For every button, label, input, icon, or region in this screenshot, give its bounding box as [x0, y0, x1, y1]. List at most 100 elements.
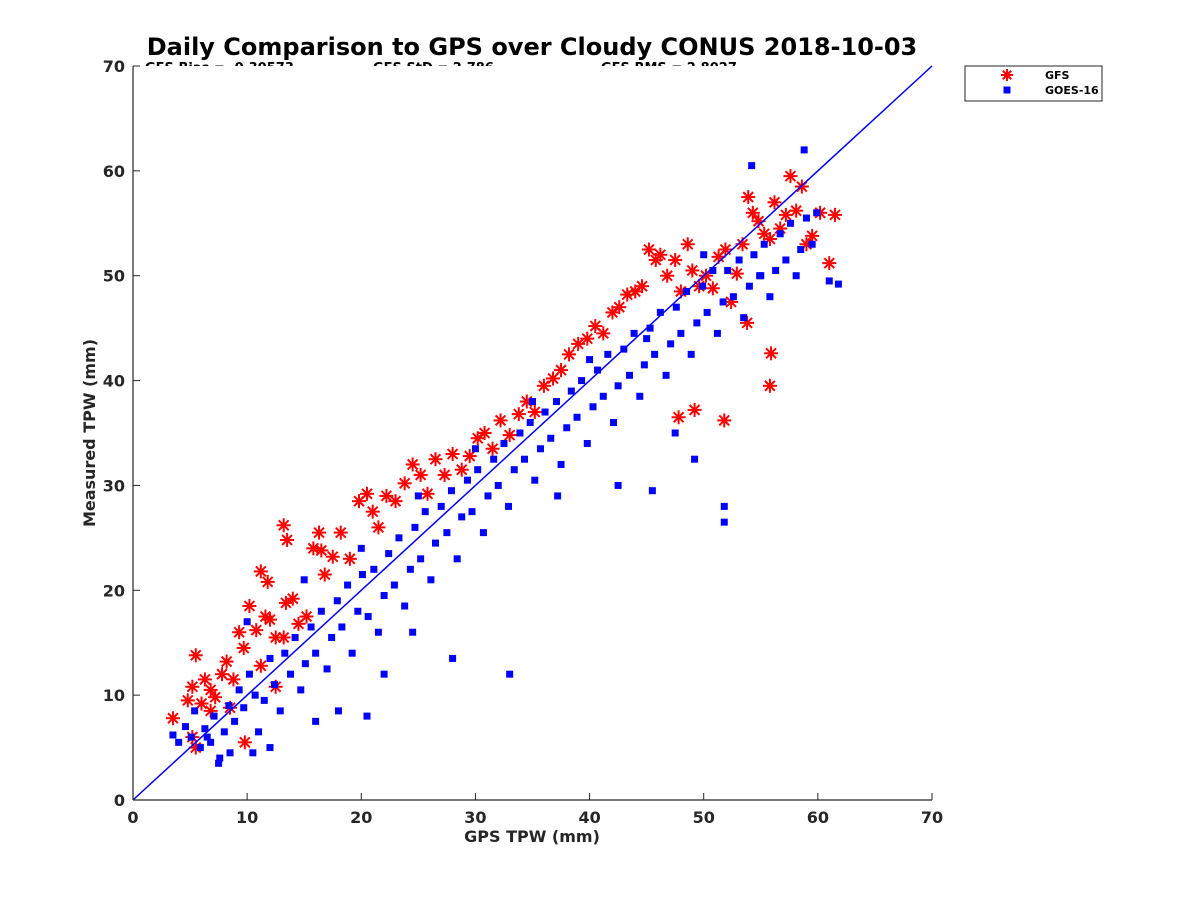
gfs-point — [397, 476, 412, 491]
goes-16-point — [370, 565, 378, 573]
legend-gfs-label: GFS — [1045, 69, 1070, 82]
goes-16-point — [521, 455, 529, 463]
goes-16-point — [651, 350, 659, 358]
goes-16-point — [354, 607, 362, 615]
goes-16-point — [317, 607, 325, 615]
gfs-point — [698, 268, 713, 283]
gfs-point — [477, 426, 492, 440]
goes-16-point — [414, 492, 422, 500]
gfs-point — [671, 410, 686, 425]
gfs-point — [705, 281, 720, 296]
gfs-point — [299, 609, 314, 624]
goes-16-point — [740, 314, 748, 322]
x-tick-label: 10 — [236, 808, 258, 827]
goes-16-point — [589, 403, 597, 411]
gfs-point — [405, 457, 420, 472]
axes — [132, 66, 932, 801]
gfs-point — [502, 428, 517, 443]
goes-16-point — [338, 623, 346, 631]
gfs-point — [185, 679, 200, 694]
y-tick-label: 70 — [103, 57, 125, 76]
goes-16-point — [750, 251, 758, 259]
gfs-point — [822, 256, 837, 271]
gfs-point — [285, 591, 300, 606]
goes-16-point — [630, 329, 638, 337]
goes-16-point — [307, 623, 315, 631]
gfs-point — [428, 452, 443, 467]
goes-16-point — [449, 654, 457, 662]
gfs-point — [767, 195, 782, 210]
goes-16-point — [813, 209, 821, 217]
goes-16-point — [395, 534, 403, 542]
goes-16-point — [203, 733, 211, 741]
goes-16-point — [323, 665, 331, 673]
goes-16-point — [699, 282, 707, 290]
goes-16-point — [390, 581, 398, 589]
goes-16-point — [729, 293, 737, 301]
gfs-point — [194, 696, 209, 711]
chart-title: Daily Comparison to GPS over Cloudy CONU… — [147, 33, 918, 61]
goes-16-point — [640, 361, 648, 369]
goes-16-point — [802, 214, 810, 222]
goes-16-point — [333, 597, 341, 605]
gfs-point — [660, 268, 675, 283]
goes-16-point — [500, 439, 508, 447]
goes-16-point — [583, 439, 591, 447]
goes-16-point — [703, 308, 711, 316]
goes-16-point — [672, 303, 680, 311]
goes-16-point — [281, 649, 289, 657]
goes-16-point — [786, 219, 794, 227]
goes-16-point — [648, 487, 656, 495]
goes-16-point — [240, 704, 248, 712]
goes-16-point — [260, 696, 268, 704]
gfs-point — [208, 690, 223, 705]
gfs-point — [485, 441, 500, 456]
gfs-point — [764, 346, 779, 361]
y-tick-label: 30 — [103, 476, 125, 495]
goes-16-point — [471, 445, 479, 453]
gfs-point — [685, 263, 700, 278]
goes-16-point — [563, 424, 571, 432]
gfs-point — [653, 247, 668, 262]
goes-16-point — [536, 445, 544, 453]
gfs-point — [413, 467, 428, 482]
gfs-point — [203, 703, 218, 718]
one-to-one-line — [132, 65, 933, 801]
goes-16-point — [614, 382, 622, 390]
gfs-point — [312, 525, 327, 540]
goes-16-point — [604, 350, 612, 358]
gfs-point — [165, 711, 180, 726]
gfs-point — [291, 616, 306, 631]
goes-16-point — [334, 707, 342, 715]
goes-16-point — [463, 476, 471, 484]
goes-16-point — [484, 492, 492, 500]
goes-16-point — [453, 555, 461, 563]
gfs-point — [717, 413, 732, 428]
gfs-point — [827, 207, 842, 222]
goes-16-point — [720, 518, 728, 526]
goes-16-point — [610, 419, 618, 427]
gfs-point — [420, 486, 435, 501]
goes-16-point — [554, 492, 562, 500]
gfs-point — [445, 446, 460, 461]
x-tick-label: 0 — [127, 808, 138, 827]
goes-16-point — [276, 707, 284, 715]
gfs-point — [789, 203, 804, 218]
goes-16-point — [567, 387, 575, 395]
goes-16-point — [385, 550, 393, 558]
goes-16-point — [709, 266, 717, 274]
goes-16-point — [357, 544, 365, 552]
goes-16-point — [646, 324, 654, 332]
goes-16-point — [662, 371, 670, 379]
gfs-point — [562, 347, 577, 362]
goes-16-point — [474, 466, 482, 474]
gfs-point — [219, 654, 234, 669]
goes-16-point — [374, 628, 382, 636]
goes-16-point — [344, 581, 352, 589]
goes-16-point — [187, 733, 195, 741]
gfs-point — [237, 735, 252, 750]
gfs-point — [580, 331, 595, 346]
gfs-point — [462, 449, 477, 464]
gfs-point — [536, 378, 551, 393]
gfs-point — [371, 520, 386, 535]
